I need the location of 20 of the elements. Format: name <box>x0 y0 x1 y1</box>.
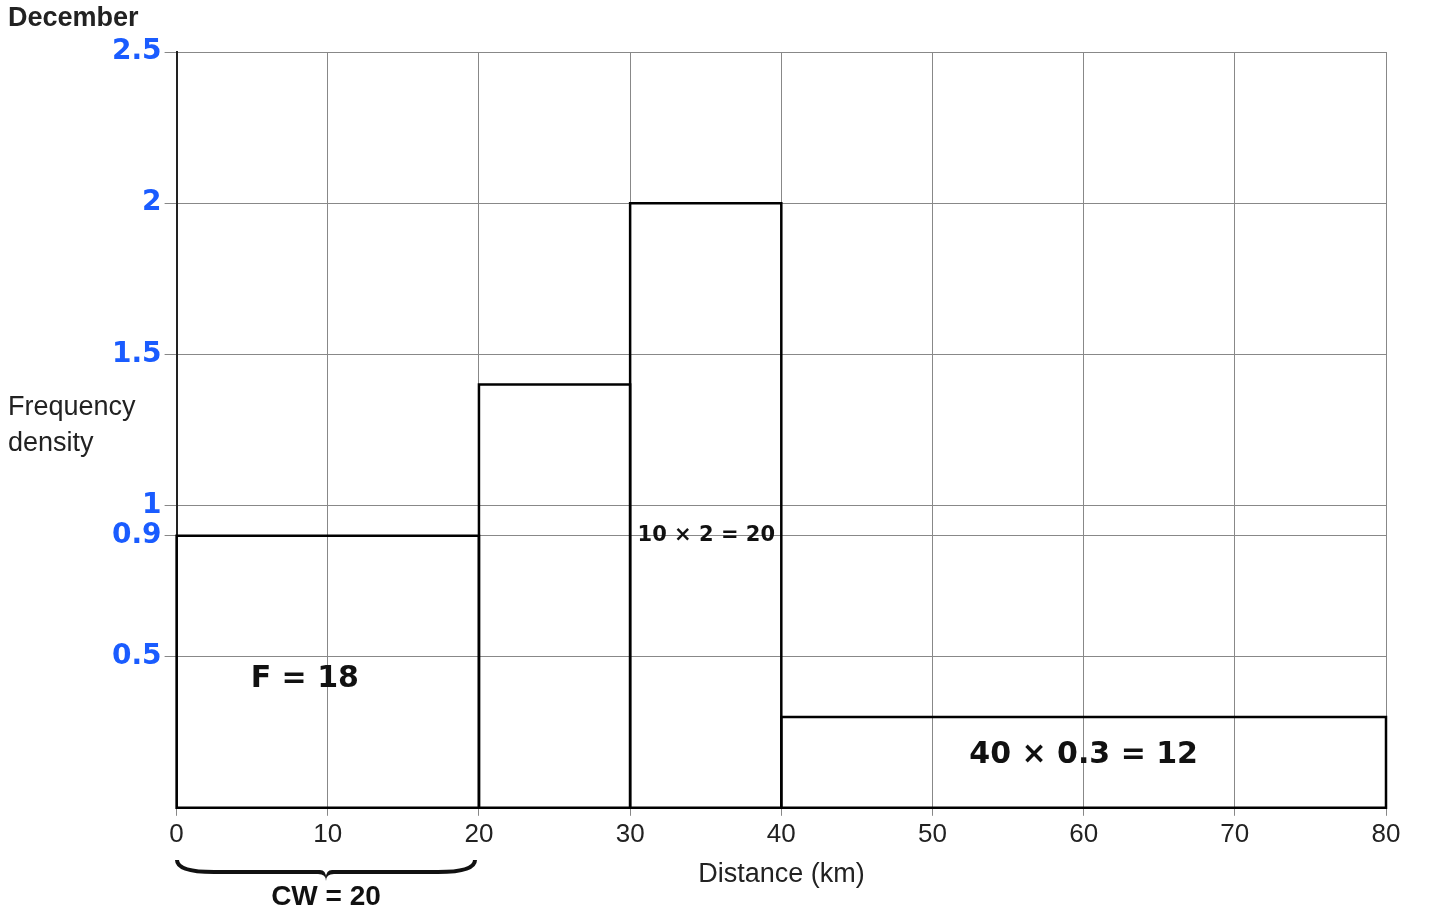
x-tick-label: 30 <box>615 817 645 848</box>
x-tick-label: 80 <box>1371 817 1401 848</box>
text: CW = 20 <box>270 880 382 912</box>
y-axis-title: Frequency density <box>8 390 137 459</box>
x-tick-label: 50 <box>918 817 947 848</box>
annotation: F = 18 <box>250 659 359 695</box>
annotation: 10 × 2 = 20 <box>637 522 776 547</box>
x-tick-label: 10 <box>313 817 343 848</box>
x-axis-title: Distance (km) <box>698 858 865 888</box>
x-tick-label: 40 <box>766 817 796 848</box>
y-tick-label: 2.5 <box>111 33 162 67</box>
x-tick-label: 0 <box>169 817 184 848</box>
x-tick-label: 20 <box>464 817 494 848</box>
y-tick-label: 0.5 <box>111 637 162 671</box>
annotation: 40 × 0.3 = 12 <box>969 734 1198 770</box>
y-tick-label: 1.5 <box>111 335 162 369</box>
chart-title: December <box>8 2 139 33</box>
y-tick-label: 2 <box>142 184 162 218</box>
x-tick-label: 60 <box>1069 817 1099 848</box>
x-tick-label: 70 <box>1220 817 1250 848</box>
